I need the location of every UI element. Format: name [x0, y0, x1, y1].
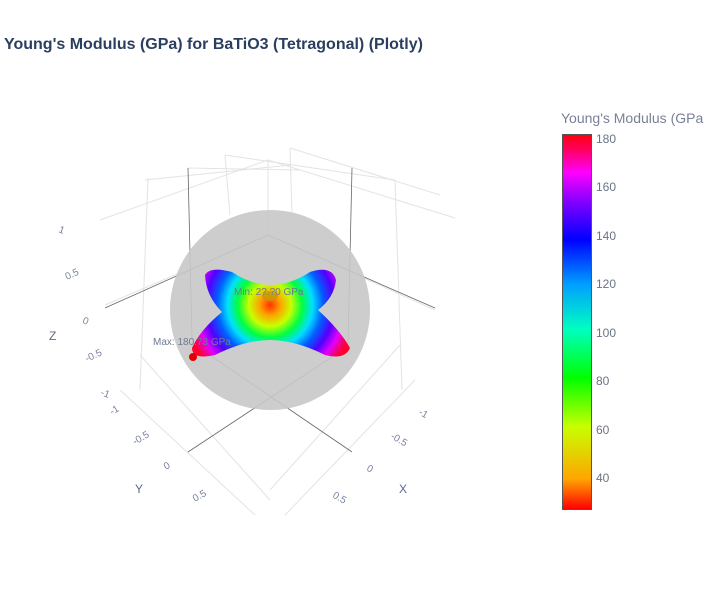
z-tick: -0.5 — [84, 347, 105, 364]
y-tick: 0.5 — [191, 488, 209, 505]
min-marker — [262, 291, 278, 301]
z-axis-ticks: 1 0.5 0 -0.5 -1 — [57, 224, 112, 401]
x-axis-title: X — [399, 482, 407, 496]
colorbar-tick: 100 — [596, 325, 617, 340]
y-tick: 0 — [162, 460, 173, 473]
colorbar-tick: 120 — [596, 277, 617, 292]
grid-lines — [99, 147, 456, 516]
colorbar-tick: 180 — [596, 131, 617, 146]
y-tick: -0.5 — [131, 429, 152, 447]
colorbar-tick: 160 — [596, 180, 617, 195]
z-tick: 0.5 — [64, 267, 82, 283]
colorbar — [562, 134, 592, 510]
chart-title: Young's Modulus (GPa) for BaTiO3 (Tetrag… — [4, 36, 423, 53]
x-tick: 0 — [365, 463, 376, 476]
colorbar-title: Young's Modulus (GPa — [561, 110, 704, 126]
z-axis-title: Z — [49, 329, 56, 343]
y-axis-title: Y — [135, 482, 143, 496]
x-tick: -1 — [417, 407, 431, 421]
min-annotation: Min: 2?.?0 GPa — [234, 287, 304, 298]
youngs-modulus-surface[interactable] — [192, 269, 350, 357]
colorbar-tick: 140 — [596, 228, 617, 243]
colorbar-tick: 80 — [596, 374, 610, 389]
y-axis-ticks: -1 -0.5 0 0.5 — [108, 403, 209, 504]
z-tick: 1 — [57, 224, 66, 236]
colorbar-tick: 60 — [596, 422, 610, 437]
z-tick: 0 — [81, 315, 90, 327]
max-marker — [189, 353, 197, 361]
x-tick: 0.5 — [331, 490, 349, 507]
x-tick: -0.5 — [389, 431, 410, 449]
max-annotation: Max: 180.73 GPa — [153, 337, 231, 348]
y-tick: -1 — [108, 403, 122, 417]
x-axis-ticks: -1 -0.5 0 0.5 — [331, 407, 431, 507]
z-tick: -1 — [99, 387, 112, 401]
colorbar-tick: 40 — [596, 471, 610, 486]
